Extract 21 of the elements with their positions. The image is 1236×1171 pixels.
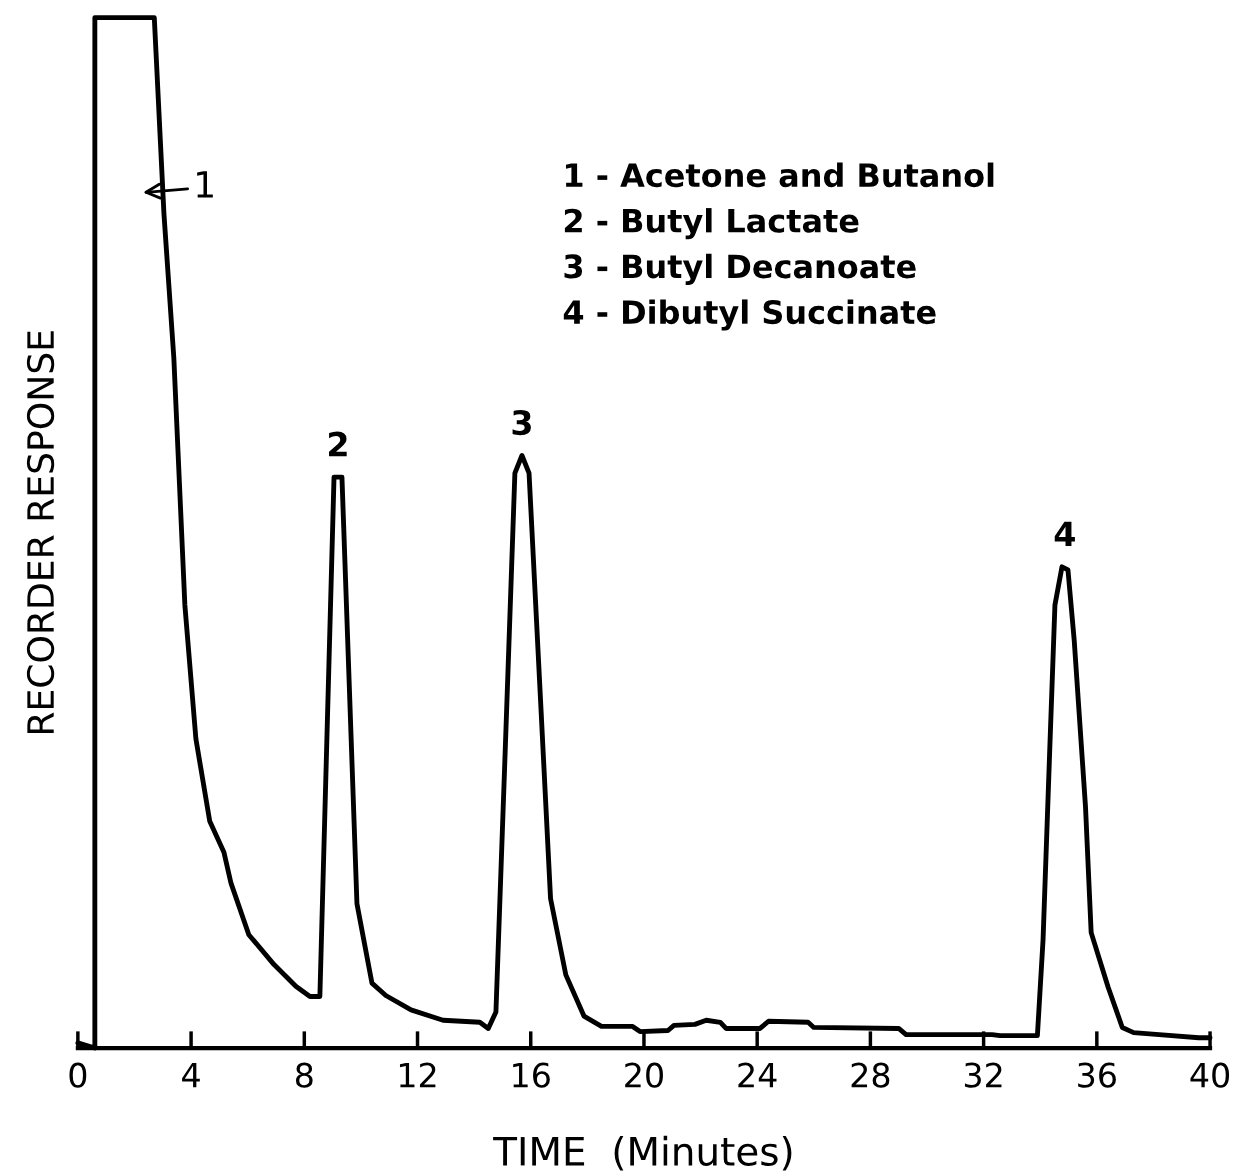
- annotation: 2: [329, 431, 347, 457]
- annotation: 3 - Butyl Decanoate: [564, 253, 916, 285]
- x-tick-label: 40: [1190, 1062, 1230, 1088]
- annotation: 2 - Butyl Lactate: [564, 208, 859, 240]
- x-tick-label: 8: [295, 1062, 313, 1088]
- annotation: 3: [512, 409, 531, 436]
- annotation: 1 - Acetone and Butanol: [565, 162, 994, 188]
- x-tick-label: 24: [738, 1062, 777, 1088]
- x-axis-title: TIME (Minutes): [493, 1135, 792, 1171]
- x-tick-label: 28: [851, 1062, 890, 1088]
- x-tick-label: 32: [964, 1062, 1002, 1088]
- x-tick-label: 20: [625, 1062, 663, 1088]
- x-tick-label: 36: [1078, 1062, 1116, 1088]
- x-tick-label: 0: [69, 1062, 87, 1088]
- x-tick-label: 4: [182, 1062, 200, 1088]
- x-tick-label: 12: [399, 1062, 436, 1088]
- annotation: 1: [197, 171, 213, 198]
- annotation: 4: [1054, 521, 1075, 546]
- annotation: 4 - Dibutyl Succinate: [563, 299, 936, 331]
- x-tick-label: 16: [513, 1062, 550, 1088]
- y-axis-title: RECORDER RESPONSE: [26, 331, 55, 734]
